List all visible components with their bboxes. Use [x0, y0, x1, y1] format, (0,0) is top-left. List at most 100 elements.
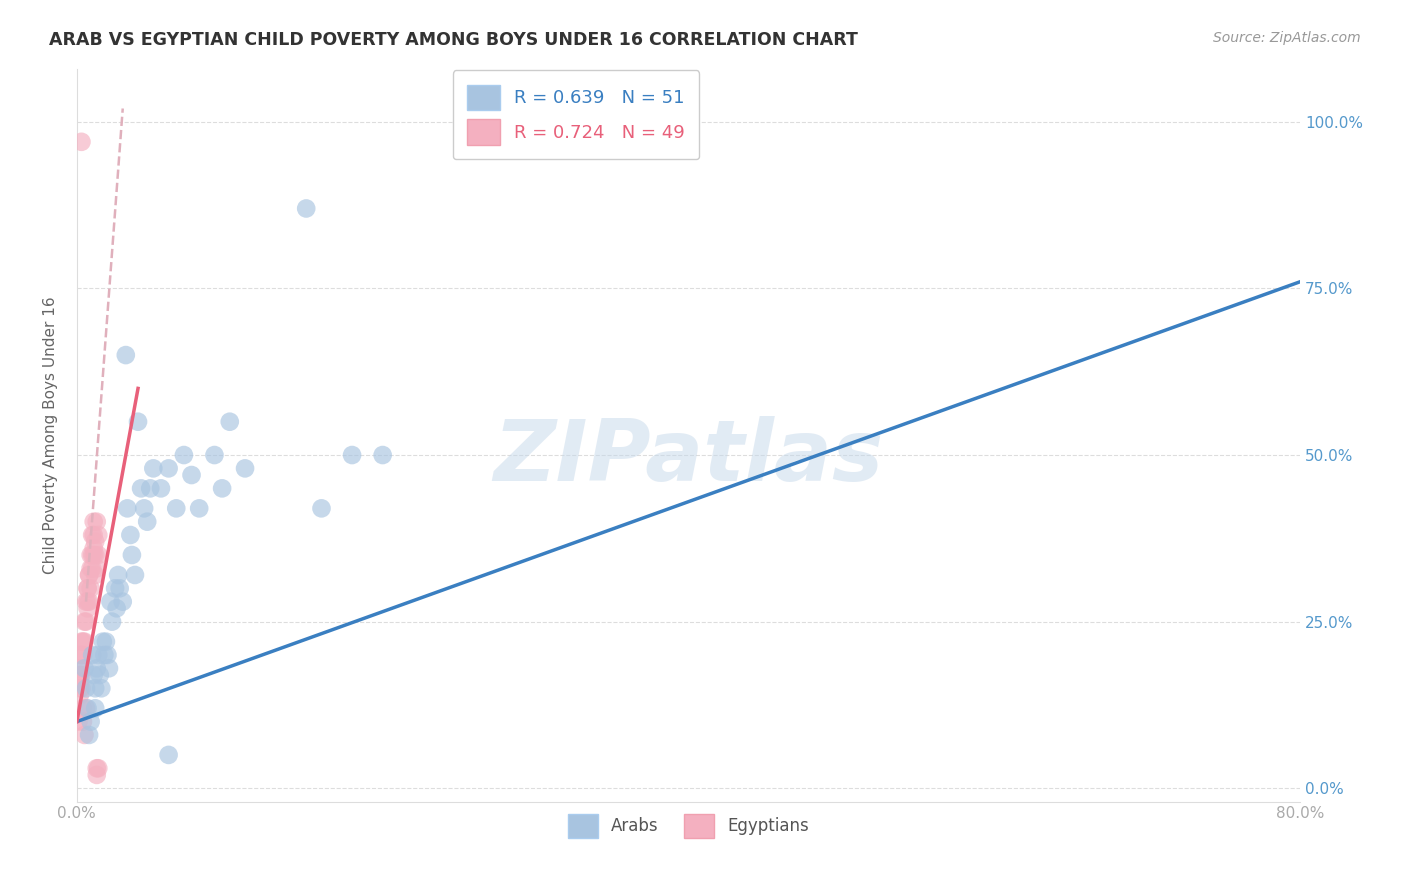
Point: [233, 461, 256, 475]
Point: [136, 515, 159, 529]
Point: [70, 668, 93, 682]
Point: [114, 348, 136, 362]
Point: [173, 448, 195, 462]
Point: [86, 561, 108, 575]
Point: [86, 768, 108, 782]
Point: [127, 415, 149, 429]
Point: [104, 582, 127, 596]
Point: [134, 501, 156, 516]
Point: [76, 594, 98, 608]
Point: [75, 681, 97, 696]
Point: [75, 594, 97, 608]
Point: [87, 648, 110, 662]
Point: [77, 568, 100, 582]
Point: [180, 468, 202, 483]
Point: [76, 582, 98, 596]
Point: [70, 135, 93, 149]
Point: [69, 661, 91, 675]
Point: [86, 761, 108, 775]
Point: [76, 601, 98, 615]
Point: [100, 594, 122, 608]
Point: [73, 661, 96, 675]
Point: [83, 541, 105, 556]
Point: [83, 668, 105, 682]
Point: [117, 501, 139, 516]
Point: [82, 648, 104, 662]
Point: [124, 568, 146, 582]
Point: [90, 681, 112, 696]
Point: [79, 582, 101, 596]
Point: [84, 548, 107, 562]
Point: [72, 648, 94, 662]
Point: [157, 747, 180, 762]
Point: [82, 561, 104, 575]
Point: [87, 548, 110, 562]
Point: [72, 714, 94, 729]
Point: [93, 648, 115, 662]
Point: [157, 461, 180, 475]
Point: [69, 674, 91, 689]
Point: [69, 668, 91, 682]
Point: [79, 548, 101, 562]
Point: [70, 634, 93, 648]
Point: [79, 561, 101, 575]
Point: [83, 528, 105, 542]
Point: [165, 501, 187, 516]
Point: [84, 701, 107, 715]
Point: [75, 615, 97, 629]
Point: [94, 634, 117, 648]
Point: [69, 688, 91, 702]
Point: [73, 728, 96, 742]
Point: [149, 481, 172, 495]
Point: [86, 515, 108, 529]
Point: [107, 568, 129, 582]
Point: [371, 448, 394, 462]
Point: [69, 681, 91, 696]
Point: [111, 594, 134, 608]
Point: [70, 681, 93, 696]
Point: [142, 461, 165, 475]
Point: [82, 548, 104, 562]
Point: [73, 615, 96, 629]
Point: [67, 714, 90, 729]
Point: [204, 448, 226, 462]
Point: [87, 761, 110, 775]
Point: [77, 594, 100, 608]
Point: [311, 501, 333, 516]
Legend: Arabs, Egyptians: Arabs, Egyptians: [561, 807, 815, 845]
Point: [77, 568, 100, 582]
Point: [188, 501, 211, 516]
Point: [84, 534, 107, 549]
Point: [84, 568, 107, 582]
Point: [101, 615, 124, 629]
Point: [75, 701, 97, 715]
Point: [211, 481, 233, 495]
Point: [76, 582, 98, 596]
Y-axis label: Child Poverty Among Boys Under 16: Child Poverty Among Boys Under 16: [44, 296, 58, 574]
Point: [98, 661, 121, 675]
Point: [139, 481, 162, 495]
Point: [83, 548, 105, 562]
Point: [73, 634, 96, 648]
Point: [129, 481, 152, 495]
Point: [121, 548, 143, 562]
Point: [120, 528, 142, 542]
Point: [340, 448, 363, 462]
Point: [79, 714, 101, 729]
Point: [86, 661, 108, 675]
Point: [70, 648, 93, 662]
Text: ZIPatlas: ZIPatlas: [494, 416, 883, 499]
Point: [82, 528, 104, 542]
Point: [87, 528, 110, 542]
Point: [69, 648, 91, 662]
Point: [295, 202, 318, 216]
Point: [91, 634, 114, 648]
Point: [72, 701, 94, 715]
Text: ARAB VS EGYPTIAN CHILD POVERTY AMONG BOYS UNDER 16 CORRELATION CHART: ARAB VS EGYPTIAN CHILD POVERTY AMONG BOY…: [49, 31, 858, 49]
Point: [108, 582, 131, 596]
Point: [105, 601, 128, 615]
Point: [76, 701, 98, 715]
Point: [77, 728, 100, 742]
Text: Source: ZipAtlas.com: Source: ZipAtlas.com: [1213, 31, 1361, 45]
Point: [83, 515, 105, 529]
